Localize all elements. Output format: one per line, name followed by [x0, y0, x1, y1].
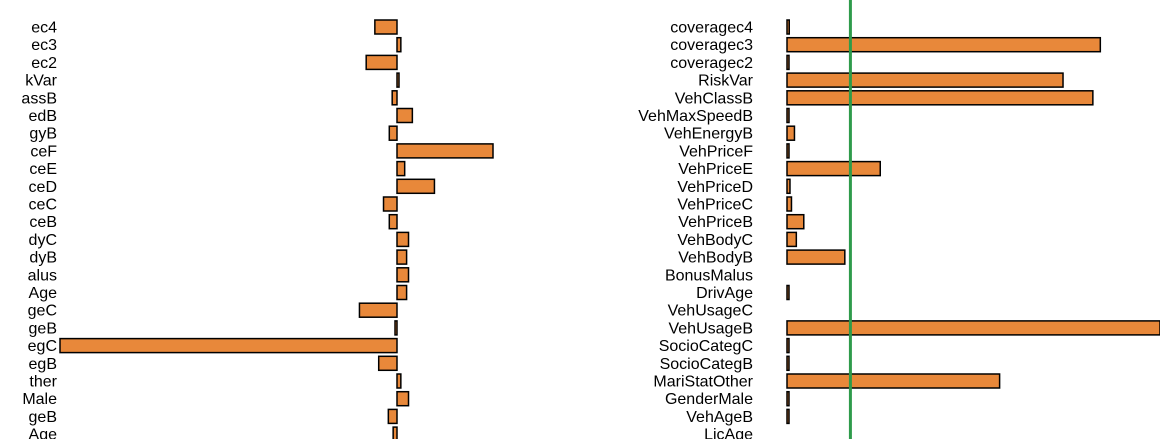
left-bar-veh-price-f [396, 143, 494, 159]
right-label-veh-usage-c: VehUsageC [668, 303, 753, 320]
right-label-coveragec2: coveragec2 [670, 55, 753, 72]
right-bar-veh-price-e [786, 160, 881, 177]
right-bar-veh-price-d [786, 178, 791, 195]
left-label-veh-max-speed-b: edB [29, 108, 57, 125]
left-bar-coveragec3 [396, 36, 402, 53]
right-label-mari-stat-other: MariStatOther [653, 374, 753, 391]
left-bar-veh-class-b [391, 90, 398, 106]
right-label-coveragec3: coveragec3 [670, 37, 753, 54]
right-bar-veh-body-c [786, 231, 798, 248]
left-label-gender-male: Male [22, 391, 57, 408]
left-bar-veh-price-e [396, 160, 406, 177]
left-label-bonus-malus: alus [28, 267, 57, 284]
right-bar-socio-categ-b [786, 355, 790, 372]
left-bar-gender-male [396, 390, 410, 407]
right-bar-veh-energy-b [786, 125, 796, 141]
left-label-coveragec2: ec2 [31, 55, 57, 72]
left-bar-mari-stat-other [396, 373, 402, 389]
right-label-veh-price-e: VehPriceE [678, 161, 753, 178]
right-label-lic-age: LicAge [704, 427, 753, 439]
left-label-driv-age: Age [29, 285, 58, 302]
left-bar-risk-var [396, 72, 400, 88]
right-label-veh-price-d: VehPriceD [677, 179, 753, 196]
left-label-coveragec3: ec3 [31, 37, 57, 54]
right-label-veh-max-speed-b: VehMaxSpeedB [638, 108, 753, 125]
right-bar-veh-price-b [786, 213, 805, 230]
right-label-driv-age: DrivAge [696, 285, 753, 302]
right-bar-coveragec4 [786, 19, 790, 35]
right-label-risk-var: RiskVar [698, 73, 753, 90]
right-label-socio-categ-b: SocioCategB [660, 356, 753, 373]
left-label-veh-price-c: ceC [29, 197, 57, 214]
right-label-veh-body-b: VehBodyB [678, 250, 753, 267]
right-bar-gender-male [786, 390, 790, 407]
right-label-veh-price-b: VehPriceB [678, 214, 753, 231]
left-label-socio-categ-b: egB [29, 356, 57, 373]
left-bar-socio-categ-c [59, 337, 398, 354]
left-bar-coveragec4 [374, 19, 398, 35]
left-label-socio-categ-c: egC [28, 338, 57, 355]
right-label-veh-price-f: VehPriceF [679, 143, 753, 160]
left-label-veh-usage-c: geC [28, 303, 57, 320]
right-bar-socio-categ-c [786, 337, 790, 354]
left-bar-lic-age [392, 426, 398, 439]
left-label-veh-price-f: ceF [30, 143, 57, 160]
left-label-veh-age-b: geB [29, 409, 57, 426]
right-label-gender-male: GenderMale [665, 391, 753, 408]
left-label-veh-price-b: ceB [29, 214, 57, 231]
right-bar-coveragec2 [786, 54, 790, 71]
right-bar-risk-var [786, 72, 1064, 88]
left-bar-veh-max-speed-b [396, 107, 414, 124]
left-bar-veh-price-d [396, 178, 436, 195]
right-bar-driv-age [786, 284, 790, 301]
left-label-veh-energy-b: gyB [29, 126, 57, 143]
left-bar-panel: ec4ec3ec2kVarassBedBgyBceFceEceDceCceBdy… [21, 19, 494, 439]
left-bar-veh-price-b [388, 213, 398, 230]
left-label-mari-stat-other: ther [29, 374, 57, 391]
right-label-veh-usage-b: VehUsageB [668, 320, 753, 337]
right-label-veh-energy-b: VehEnergyB [664, 126, 753, 143]
left-bar-driv-age [396, 284, 408, 301]
left-label-veh-class-b: assB [21, 90, 57, 107]
right-label-veh-class-b: VehClassB [675, 90, 753, 107]
left-bar-bonus-malus [396, 267, 410, 283]
right-bar-coveragec3 [786, 36, 1102, 53]
left-bar-veh-body-c [396, 231, 410, 248]
left-bar-coveragec2 [365, 54, 398, 71]
right-label-veh-price-c: VehPriceC [677, 197, 753, 214]
left-label-lic-age: Age [29, 427, 58, 439]
right-bar-veh-usage-b [786, 320, 1160, 336]
right-bar-panel: coveragec4coveragec3coveragec2RiskVarVeh… [638, 0, 1160, 439]
right-label-veh-body-c: VehBodyC [677, 232, 753, 249]
right-bar-veh-price-f [786, 143, 790, 159]
left-label-veh-body-c: dyC [29, 232, 57, 249]
left-bar-veh-age-b [387, 408, 398, 425]
right-bar-veh-body-b [786, 249, 846, 265]
left-bar-veh-price-c [382, 196, 398, 212]
right-bar-mari-stat-other [786, 373, 1001, 389]
left-bar-veh-usage-c [358, 302, 398, 318]
left-bar-veh-body-b [396, 249, 408, 265]
right-label-bonus-malus: BonusMalus [665, 267, 753, 284]
left-bar-socio-categ-b [377, 355, 398, 372]
left-label-veh-body-b: dyB [29, 250, 57, 267]
left-label-risk-var: kVar [25, 73, 57, 90]
right-bar-veh-price-c [786, 196, 793, 212]
right-bar-veh-class-b [786, 90, 1094, 106]
left-label-coveragec4: ec4 [31, 20, 57, 37]
left-bar-veh-energy-b [388, 125, 398, 141]
left-label-veh-usage-b: geB [29, 320, 57, 337]
left-bar-veh-usage-b [394, 320, 398, 336]
left-label-veh-price-d: ceD [29, 179, 57, 196]
right-bar-veh-max-speed-b [786, 107, 790, 124]
right-label-coveragec4: coveragec4 [670, 20, 753, 37]
left-label-veh-price-e: ceE [29, 161, 57, 178]
right-label-veh-age-b: VehAgeB [686, 409, 753, 426]
right-bar-veh-age-b [786, 408, 790, 425]
right-label-socio-categ-c: SocioCategC [659, 338, 753, 355]
